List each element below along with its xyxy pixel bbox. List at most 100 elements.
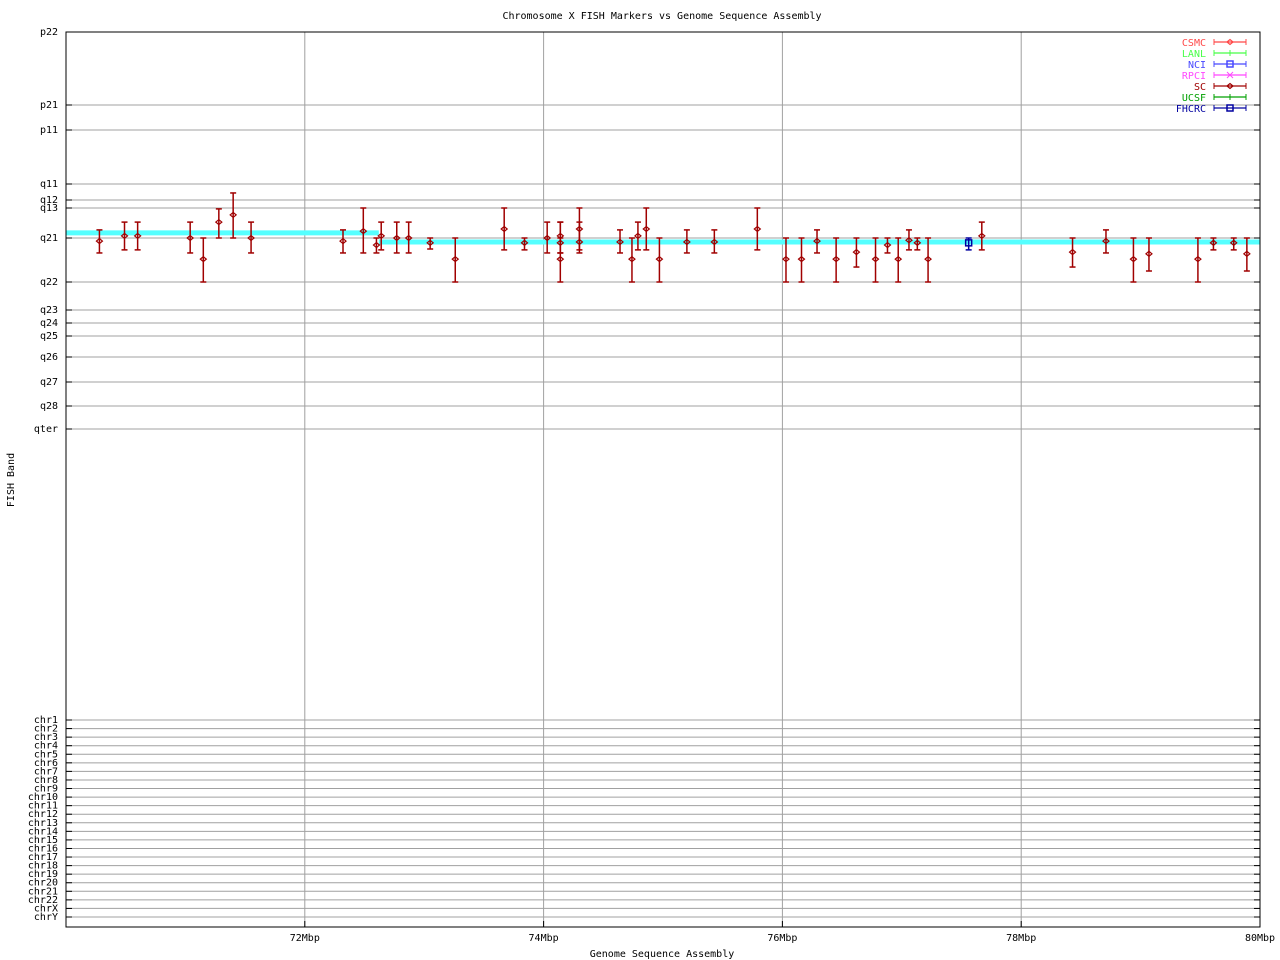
point-marker xyxy=(710,238,719,246)
data-point-sc xyxy=(500,207,509,251)
point-marker xyxy=(377,232,386,240)
data-point-sc xyxy=(633,221,642,251)
data-point-sc xyxy=(247,221,256,254)
y-tick-label: q25 xyxy=(40,331,58,342)
y-tick-label: chr20 xyxy=(28,878,58,889)
y-tick-label: chr21 xyxy=(28,886,58,897)
legend-item-fhcrc: FHCRC xyxy=(1176,104,1247,115)
y-tick-label: chr12 xyxy=(28,809,58,820)
y-tick-label: q12 xyxy=(40,195,58,206)
point-marker xyxy=(628,255,636,263)
point-marker xyxy=(1129,255,1138,263)
data-point-sc xyxy=(883,237,892,254)
y-tick-label: q13 xyxy=(40,203,58,214)
point-marker xyxy=(120,232,129,240)
point-marker xyxy=(782,255,790,263)
point-marker xyxy=(229,211,238,219)
y-tick-label: p21 xyxy=(40,100,58,111)
y-tick-label: chr1 xyxy=(34,715,58,726)
point-marker xyxy=(753,225,762,233)
data-point-sc xyxy=(214,208,223,239)
y-tick-label: chr8 xyxy=(34,775,58,786)
y-tick-label: chr5 xyxy=(34,749,58,760)
point-marker xyxy=(964,239,973,247)
y-tick-label: chr19 xyxy=(28,869,58,880)
point-marker xyxy=(616,238,624,246)
point-marker xyxy=(556,255,565,263)
point-marker xyxy=(404,234,413,242)
grid xyxy=(66,31,1261,927)
legend-item-csmc: CSMC xyxy=(1182,38,1247,49)
point-marker xyxy=(1226,104,1234,112)
y-tick-label: chr17 xyxy=(28,852,58,863)
x-tick-label: 72Mbp xyxy=(290,933,320,944)
data-point-sc xyxy=(199,237,208,283)
data-point-fhcrc xyxy=(964,237,973,251)
x-tick-label: 76Mbp xyxy=(767,933,797,944)
data-point-sc xyxy=(924,237,933,283)
legend-label: LANL xyxy=(1182,49,1206,60)
y-tick-label: chr2 xyxy=(34,724,58,735)
data-point-sc xyxy=(616,229,624,254)
point-marker xyxy=(655,255,664,263)
x-axis-label: Genome Sequence Assembly xyxy=(590,949,735,960)
data-point-sc xyxy=(120,221,129,251)
legend-label: NCI xyxy=(1188,60,1206,71)
y-tick-label: q24 xyxy=(40,318,58,329)
data-point-sc xyxy=(710,229,719,254)
point-marker xyxy=(871,255,880,263)
point-marker xyxy=(575,225,584,233)
point-marker xyxy=(1226,82,1234,90)
y-tick-label: chr6 xyxy=(34,758,58,769)
point-marker xyxy=(924,255,933,263)
data-point-sc xyxy=(1209,237,1218,251)
data-point-sc xyxy=(913,237,922,251)
point-marker xyxy=(95,237,104,245)
point-marker xyxy=(1102,237,1110,245)
data-point-sc xyxy=(852,237,861,268)
x-tick-label: 80Mbp xyxy=(1245,933,1275,944)
x-tick-label: 74Mbp xyxy=(529,933,559,944)
y-tick-label: chr4 xyxy=(34,741,58,752)
data-point-sc xyxy=(813,229,821,254)
data-point-sc xyxy=(977,221,986,251)
y-tick-label: p11 xyxy=(40,125,58,136)
point-marker xyxy=(575,238,584,246)
legend-item-lanl: LANL xyxy=(1182,49,1247,60)
y-tick-label: q22 xyxy=(40,277,58,288)
data-points xyxy=(95,192,1251,283)
legend-item-nci: NCI xyxy=(1188,60,1247,71)
data-point-sc xyxy=(377,221,386,251)
y-tick-label: qter xyxy=(34,424,58,435)
y-tick-label: chr7 xyxy=(34,766,58,777)
point-marker xyxy=(186,234,195,242)
y-tick-label: chr16 xyxy=(28,843,58,854)
legend-item-sc: SC xyxy=(1194,82,1247,93)
point-marker xyxy=(214,218,223,226)
y-tick-label: chr11 xyxy=(28,801,58,812)
point-marker xyxy=(1242,250,1251,258)
data-point-sc xyxy=(905,229,913,251)
data-point-sc xyxy=(832,237,841,283)
data-point-sc xyxy=(451,237,460,283)
plot-frame xyxy=(65,31,1261,928)
legend-item-rpci: RPCI xyxy=(1182,71,1247,82)
point-marker xyxy=(1209,239,1218,247)
y-tick-label: chr22 xyxy=(28,895,58,906)
legend-label: SC xyxy=(1194,82,1206,93)
point-marker xyxy=(913,239,922,247)
point-marker xyxy=(883,241,892,249)
point-marker xyxy=(339,237,347,245)
legend-item-ucsf: UCSF xyxy=(1182,93,1247,104)
point-marker xyxy=(451,255,460,263)
y-tick-label: chr3 xyxy=(34,732,58,743)
x-tick-label: 78Mbp xyxy=(1006,933,1036,944)
legend-label: FHCRC xyxy=(1176,104,1206,115)
point-marker xyxy=(1226,71,1234,79)
data-point-sc xyxy=(575,221,584,254)
data-point-sc xyxy=(655,237,664,283)
data-point-sc xyxy=(753,207,762,251)
data-point-sc xyxy=(372,237,381,254)
point-marker xyxy=(520,239,529,247)
data-point-sc xyxy=(642,207,651,251)
